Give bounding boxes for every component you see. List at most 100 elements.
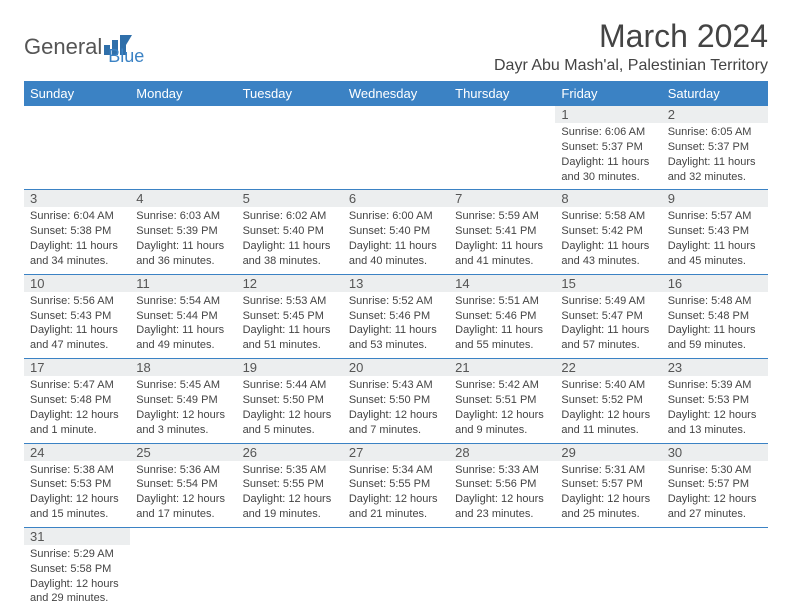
day-info: Sunrise: 5:59 AMSunset: 5:41 PMDaylight:… <box>455 209 549 268</box>
calendar-row: 10Sunrise: 5:56 AMSunset: 5:43 PMDayligh… <box>24 274 768 358</box>
calendar-cell: 2Sunrise: 6:05 AMSunset: 5:37 PMDaylight… <box>662 106 768 190</box>
sunset-text: Sunset: 5:40 PM <box>349 224 443 239</box>
day-info: Sunrise: 5:52 AMSunset: 5:46 PMDaylight:… <box>349 294 443 353</box>
calendar-cell: 24Sunrise: 5:38 AMSunset: 5:53 PMDayligh… <box>24 443 130 527</box>
calendar-cell <box>130 106 236 190</box>
sunset-text: Sunset: 5:39 PM <box>136 224 230 239</box>
daylight-text: Daylight: 11 hours and 43 minutes. <box>561 239 655 269</box>
day-number: 30 <box>662 444 768 461</box>
calendar-cell: 10Sunrise: 5:56 AMSunset: 5:43 PMDayligh… <box>24 274 130 358</box>
sunset-text: Sunset: 5:50 PM <box>243 393 337 408</box>
calendar-cell: 30Sunrise: 5:30 AMSunset: 5:57 PMDayligh… <box>662 443 768 527</box>
calendar-cell: 12Sunrise: 5:53 AMSunset: 5:45 PMDayligh… <box>237 274 343 358</box>
day-info: Sunrise: 5:40 AMSunset: 5:52 PMDaylight:… <box>561 378 655 437</box>
sunset-text: Sunset: 5:57 PM <box>561 477 655 492</box>
calendar-row: 24Sunrise: 5:38 AMSunset: 5:53 PMDayligh… <box>24 443 768 527</box>
sunset-text: Sunset: 5:48 PM <box>30 393 124 408</box>
day-number: 17 <box>24 359 130 376</box>
day-number: 26 <box>237 444 343 461</box>
daylight-text: Daylight: 11 hours and 53 minutes. <box>349 323 443 353</box>
day-info: Sunrise: 5:58 AMSunset: 5:42 PMDaylight:… <box>561 209 655 268</box>
day-info: Sunrise: 5:49 AMSunset: 5:47 PMDaylight:… <box>561 294 655 353</box>
logo-text-1: General <box>24 34 102 60</box>
daylight-text: Daylight: 12 hours and 11 minutes. <box>561 408 655 438</box>
sunrise-text: Sunrise: 5:49 AM <box>561 294 655 309</box>
daylight-text: Daylight: 11 hours and 32 minutes. <box>668 155 762 185</box>
sunset-text: Sunset: 5:44 PM <box>136 309 230 324</box>
day-info: Sunrise: 5:33 AMSunset: 5:56 PMDaylight:… <box>455 463 549 522</box>
calendar-table: Sunday Monday Tuesday Wednesday Thursday… <box>24 81 768 611</box>
daylight-text: Daylight: 12 hours and 5 minutes. <box>243 408 337 438</box>
sunset-text: Sunset: 5:43 PM <box>668 224 762 239</box>
sunset-text: Sunset: 5:53 PM <box>668 393 762 408</box>
daylight-text: Daylight: 12 hours and 1 minute. <box>30 408 124 438</box>
day-info: Sunrise: 6:03 AMSunset: 5:39 PMDaylight:… <box>136 209 230 268</box>
calendar-cell: 6 Sunrise: 6:00 AMSunset: 5:40 PMDaylight… <box>343 190 449 274</box>
sunrise-text: Sunrise: 5:44 AM <box>243 378 337 393</box>
sunset-text: Sunset: 5:58 PM <box>30 562 124 577</box>
calendar-cell <box>237 106 343 190</box>
logo-text-2: Blue <box>108 46 144 67</box>
sunset-text: Sunset: 5:55 PM <box>349 477 443 492</box>
calendar-cell <box>662 527 768 611</box>
daylight-text: Daylight: 12 hours and 29 minutes. <box>30 577 124 607</box>
header-friday: Friday <box>555 81 661 106</box>
day-number: 3 <box>24 190 130 207</box>
day-number: 13 <box>343 275 449 292</box>
day-number: 27 <box>343 444 449 461</box>
title-block: March 2024 Dayr Abu Mash'al, Palestinian… <box>494 18 768 75</box>
sunset-text: Sunset: 5:54 PM <box>136 477 230 492</box>
sunrise-text: Sunrise: 5:35 AM <box>243 463 337 478</box>
day-info: Sunrise: 5:48 AMSunset: 5:48 PMDaylight:… <box>668 294 762 353</box>
calendar-cell <box>555 527 661 611</box>
calendar-cell: 14Sunrise: 5:51 AMSunset: 5:46 PMDayligh… <box>449 274 555 358</box>
calendar-cell: 19Sunrise: 5:44 AMSunset: 5:50 PMDayligh… <box>237 359 343 443</box>
calendar-row: 3Sunrise: 6:04 AMSunset: 5:38 PMDaylight… <box>24 190 768 274</box>
header-tuesday: Tuesday <box>237 81 343 106</box>
day-info: Sunrise: 6:00 AMSunset: 5:40 PMDaylight:… <box>349 209 443 268</box>
calendar-cell: 9Sunrise: 5:57 AMSunset: 5:43 PMDaylight… <box>662 190 768 274</box>
day-info: Sunrise: 5:31 AMSunset: 5:57 PMDaylight:… <box>561 463 655 522</box>
sunset-text: Sunset: 5:53 PM <box>30 477 124 492</box>
sunrise-text: Sunrise: 5:54 AM <box>136 294 230 309</box>
sunrise-text: Sunrise: 5:33 AM <box>455 463 549 478</box>
header-thursday: Thursday <box>449 81 555 106</box>
sunrise-text: Sunrise: 5:39 AM <box>668 378 762 393</box>
calendar-cell: 15Sunrise: 5:49 AMSunset: 5:47 PMDayligh… <box>555 274 661 358</box>
sunrise-text: Sunrise: 5:52 AM <box>349 294 443 309</box>
calendar-row: 31Sunrise: 5:29 AMSunset: 5:58 PMDayligh… <box>24 527 768 611</box>
sunrise-text: Sunrise: 5:29 AM <box>30 547 124 562</box>
sunset-text: Sunset: 5:56 PM <box>455 477 549 492</box>
day-info: Sunrise: 6:02 AMSunset: 5:40 PMDaylight:… <box>243 209 337 268</box>
sunset-text: Sunset: 5:47 PM <box>561 309 655 324</box>
header-wednesday: Wednesday <box>343 81 449 106</box>
day-info: Sunrise: 5:36 AMSunset: 5:54 PMDaylight:… <box>136 463 230 522</box>
sunrise-text: Sunrise: 5:34 AM <box>349 463 443 478</box>
sunrise-text: Sunrise: 5:57 AM <box>668 209 762 224</box>
day-info: Sunrise: 5:42 AMSunset: 5:51 PMDaylight:… <box>455 378 549 437</box>
sunset-text: Sunset: 5:37 PM <box>561 140 655 155</box>
calendar-cell: 1Sunrise: 6:06 AMSunset: 5:37 PMDaylight… <box>555 106 661 190</box>
calendar-cell: 17Sunrise: 5:47 AMSunset: 5:48 PMDayligh… <box>24 359 130 443</box>
day-number: 6 <box>343 190 449 207</box>
sunset-text: Sunset: 5:46 PM <box>455 309 549 324</box>
sunset-text: Sunset: 5:41 PM <box>455 224 549 239</box>
day-info: Sunrise: 6:05 AMSunset: 5:37 PMDaylight:… <box>668 125 762 184</box>
calendar-cell: 25Sunrise: 5:36 AMSunset: 5:54 PMDayligh… <box>130 443 236 527</box>
calendar-cell: 29 Sunrise: 5:31 AMSunset: 5:57 PMDayligh… <box>555 443 661 527</box>
daylight-text: Daylight: 12 hours and 21 minutes. <box>349 492 443 522</box>
sunrise-text: Sunrise: 6:06 AM <box>561 125 655 140</box>
day-number: 7 <box>449 190 555 207</box>
calendar-cell <box>130 527 236 611</box>
day-number: 28 <box>449 444 555 461</box>
calendar-cell: 22Sunrise: 5:40 AMSunset: 5:52 PMDayligh… <box>555 359 661 443</box>
sunset-text: Sunset: 5:49 PM <box>136 393 230 408</box>
sunset-text: Sunset: 5:50 PM <box>349 393 443 408</box>
daylight-text: Daylight: 11 hours and 47 minutes. <box>30 323 124 353</box>
day-number: 29 <box>555 444 661 461</box>
day-info: Sunrise: 5:57 AMSunset: 5:43 PMDaylight:… <box>668 209 762 268</box>
sunset-text: Sunset: 5:42 PM <box>561 224 655 239</box>
sunrise-text: Sunrise: 5:31 AM <box>561 463 655 478</box>
sunrise-text: Sunrise: 6:04 AM <box>30 209 124 224</box>
sunset-text: Sunset: 5:51 PM <box>455 393 549 408</box>
